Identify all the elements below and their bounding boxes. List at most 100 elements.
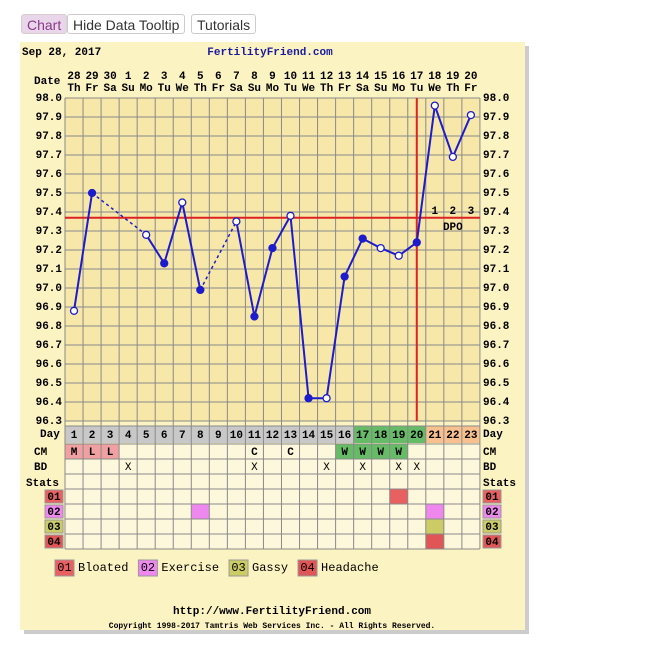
weekday-label: Fr: [338, 83, 351, 95]
stat-cell: [389, 489, 408, 504]
cm-cell: [83, 444, 102, 459]
weekday-label: Tu: [410, 83, 423, 95]
day-number: 1: [71, 430, 78, 442]
temp-point: [304, 394, 313, 403]
stat-code: 03: [47, 522, 61, 534]
temp-point: [340, 272, 349, 281]
tooltip-button[interactable]: Hide Data Tooltip: [67, 14, 186, 34]
cm-cell: [371, 444, 390, 459]
stat-code-box: [482, 534, 502, 549]
y-tick-label: 96.8: [483, 321, 510, 333]
y-tick-label: 97.7: [36, 150, 62, 162]
day-number: 15: [320, 430, 334, 442]
y-tick-label: 97.8: [483, 131, 510, 143]
temp-point: [466, 110, 476, 120]
date-label: 18: [428, 71, 442, 83]
y-tick-label: 96.5: [36, 378, 63, 390]
y-tick-label: 97.1: [36, 264, 63, 276]
temp-point: [430, 101, 439, 110]
day-cell: [281, 426, 300, 443]
row-label: Stats: [483, 478, 516, 490]
date-label: 4: [179, 71, 186, 83]
day-number: 7: [179, 430, 186, 442]
day-number: 3: [107, 430, 114, 442]
day-cell: [137, 426, 156, 443]
day-cell: [119, 426, 138, 443]
temp-point: [196, 285, 205, 295]
stat-code-box: [482, 504, 502, 519]
row-label: CM: [34, 447, 48, 459]
weekday-label: Mo: [140, 83, 154, 95]
legend-box: [297, 559, 318, 577]
date-label: 14: [356, 71, 370, 83]
row-label: BD: [483, 462, 497, 474]
legend-name: Bloated: [78, 561, 128, 575]
y-tick-label: 97.3: [483, 226, 510, 238]
day-cell: [461, 426, 480, 443]
temp-line: [145, 202, 202, 291]
rows-area: [65, 444, 480, 549]
weekday-label: We: [302, 83, 316, 95]
date-label: 13: [338, 71, 352, 83]
date-label: 11: [302, 71, 316, 83]
day-cell: [425, 426, 444, 443]
stat-code-box: [44, 489, 64, 504]
day-number: 12: [266, 430, 279, 442]
date-label: 9: [269, 71, 276, 83]
day-number: 17: [356, 430, 369, 442]
cm-label: C: [287, 447, 294, 459]
y-tick-label: 96.6: [36, 359, 62, 371]
day-number: 2: [89, 430, 96, 442]
chart-button[interactable]: Chart: [21, 14, 68, 34]
date-label: 29: [85, 71, 98, 83]
row-label: Day: [40, 429, 60, 441]
weekday-label: Th: [446, 83, 459, 95]
temp-point: [178, 198, 187, 207]
stat-code-box: [482, 489, 502, 504]
date-label: 6: [215, 71, 222, 83]
weekday-label: Sa: [103, 83, 117, 95]
temp-point: [87, 188, 97, 198]
legend-code: 04: [300, 561, 314, 575]
temp-point: [142, 230, 151, 239]
cm-label: W: [395, 447, 402, 459]
cm-label: W: [341, 447, 348, 459]
cm-cell: [389, 444, 408, 459]
weekday-label: Th: [194, 83, 207, 95]
cm-cell: [353, 444, 372, 459]
date-label: 16: [392, 71, 405, 83]
cm-label: W: [359, 447, 366, 459]
date-label: 12: [320, 71, 333, 83]
bd-label: X: [395, 462, 402, 474]
temp-point: [160, 259, 169, 268]
bd-label: X: [359, 462, 366, 474]
tutorials-button[interactable]: Tutorials: [191, 14, 257, 34]
row-label: Day: [483, 429, 503, 441]
temp-point: [232, 217, 241, 226]
weekday-label: Th: [320, 83, 333, 95]
row-label: CM: [483, 447, 497, 459]
y-tick-label: 96.9: [36, 302, 62, 314]
gap-connector: [91, 192, 147, 236]
temp-point: [358, 234, 367, 243]
day-number: 6: [161, 430, 168, 442]
temp-point: [268, 243, 277, 253]
stat-code-box: [44, 519, 64, 534]
day-cell: [155, 426, 174, 443]
stat-code-box: [44, 504, 64, 519]
day-number: 11: [248, 430, 262, 442]
day-cell: [101, 426, 120, 443]
weekday-label: Mo: [266, 83, 280, 95]
date-label: 17: [410, 71, 423, 83]
date-label: 19: [446, 71, 459, 83]
y-tick-label: 96.3: [483, 416, 510, 428]
day-number: 21: [428, 430, 442, 442]
cm-label: L: [89, 447, 96, 459]
stat-code: 04: [485, 537, 499, 549]
stat-cell: [425, 534, 444, 549]
bd-label: X: [323, 462, 330, 474]
legend-code: 03: [231, 561, 245, 575]
cm-label: W: [377, 447, 384, 459]
y-tick-label: 96.5: [483, 378, 510, 390]
dpo-label: 2: [450, 206, 457, 218]
